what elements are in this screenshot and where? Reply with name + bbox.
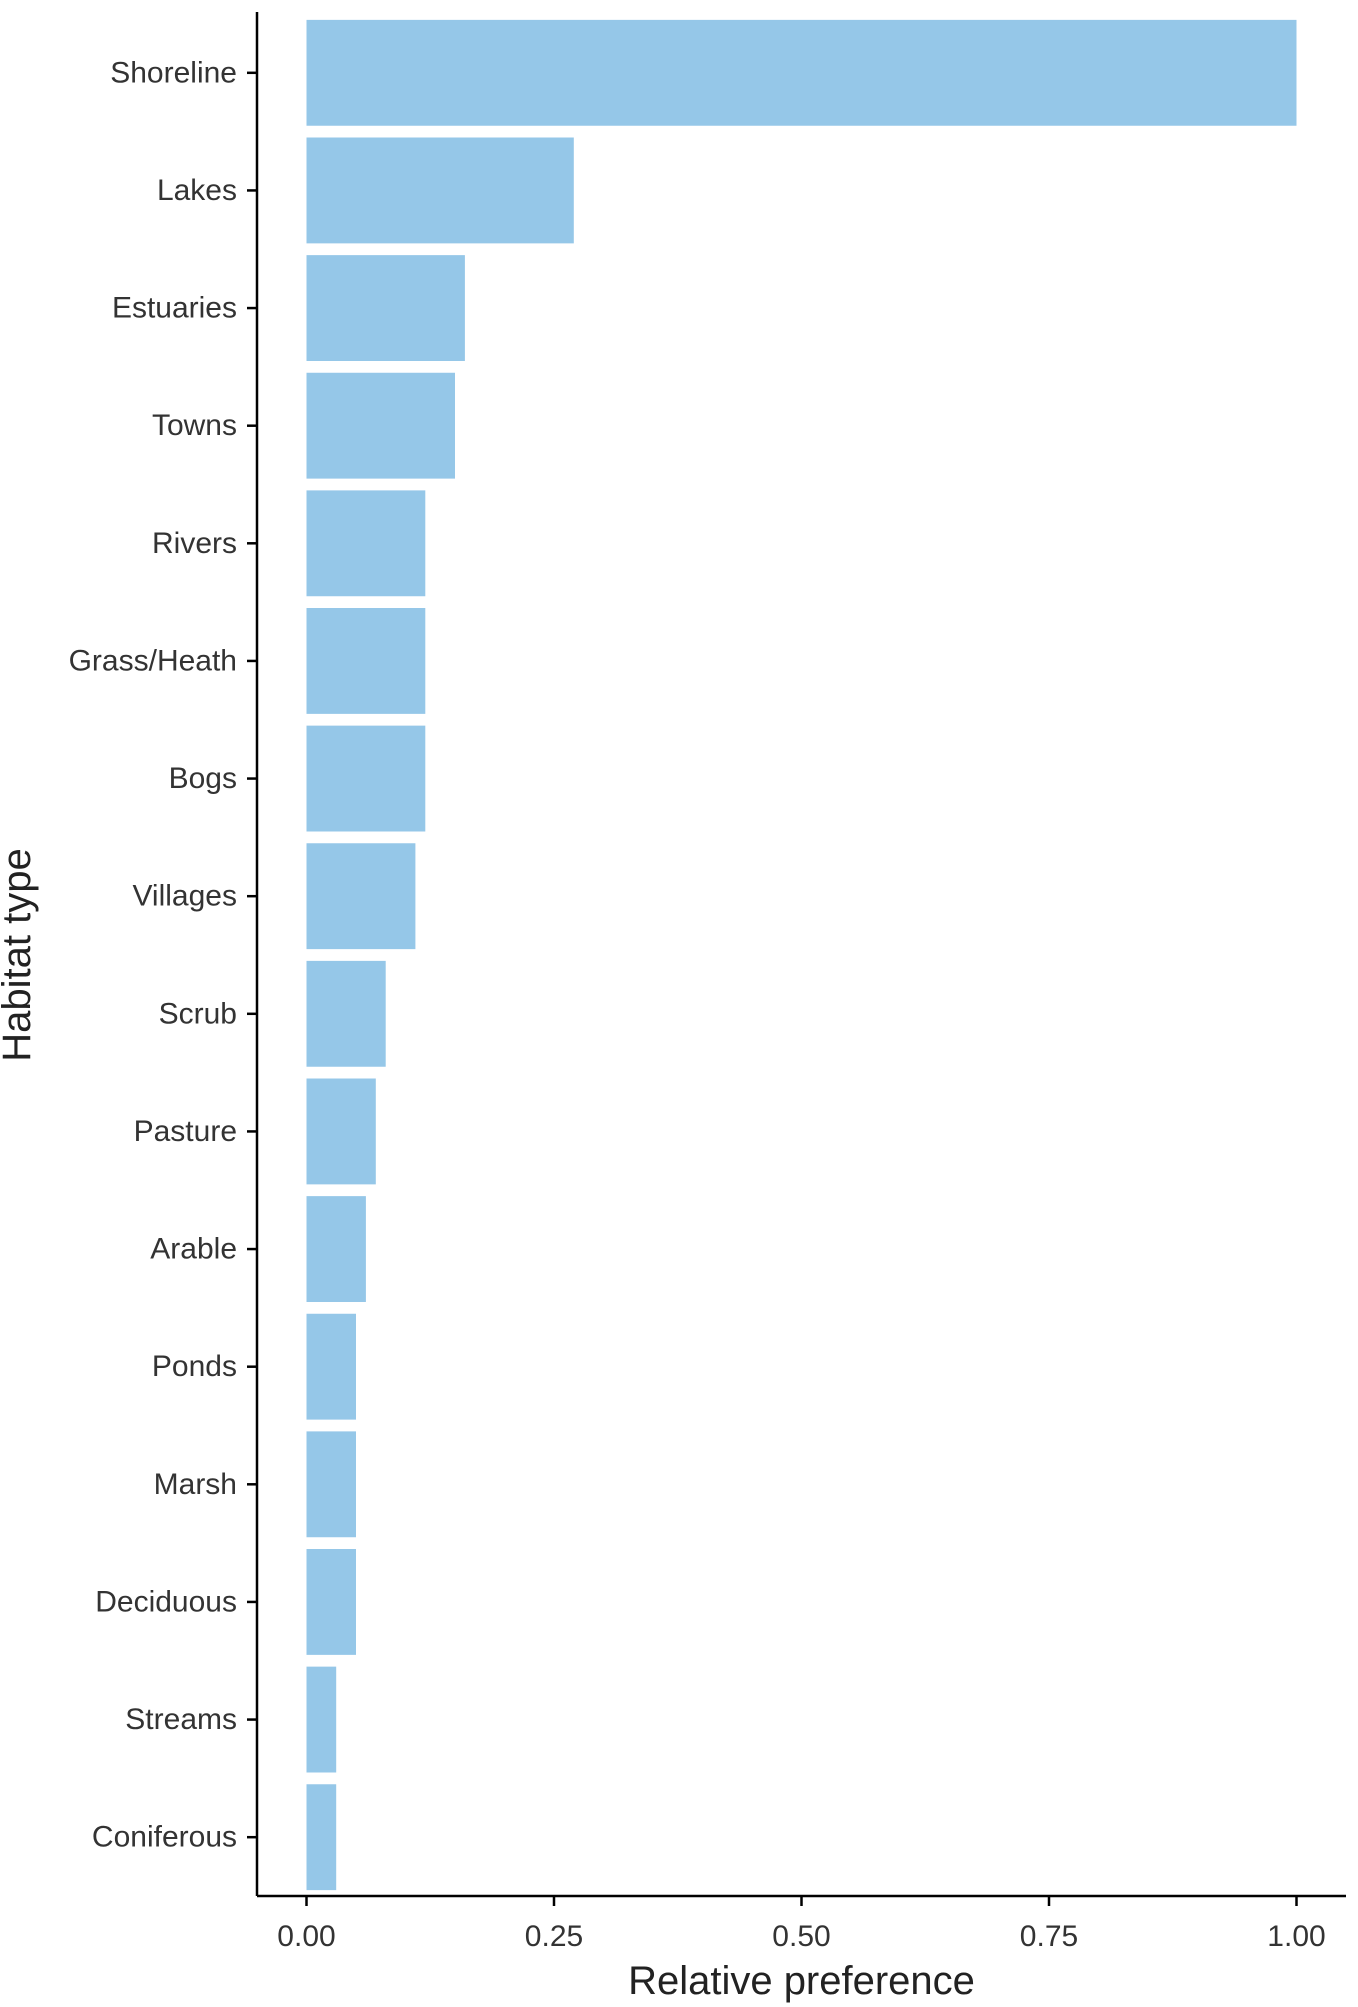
- bar-arable: [306, 1196, 366, 1302]
- bar-pasture: [306, 1078, 376, 1185]
- x-tick-label: 0.00: [277, 1920, 335, 1953]
- bar-lakes: [306, 137, 574, 244]
- y-axis-ticks: Shoreline Lakes Estuaries Towns Rivers Grass/…: [69, 56, 257, 1854]
- y-tick-label: Rivers: [152, 527, 237, 560]
- y-tick-label: Marsh: [154, 1468, 237, 1501]
- bar-villages: [306, 843, 416, 950]
- y-tick-label: Villages: [132, 880, 237, 913]
- bar-marsh: [306, 1431, 356, 1538]
- bar-streams: [306, 1666, 337, 1773]
- y-tick-label: Shoreline: [110, 56, 237, 89]
- bar-shoreline: [306, 19, 1297, 126]
- y-tick-label: Pasture: [134, 1115, 237, 1148]
- y-axis-title: Habitat type: [0, 848, 39, 1061]
- y-tick-label: Scrub: [159, 997, 237, 1030]
- x-tick-label: 1.00: [1267, 1920, 1325, 1953]
- y-tick-label: Arable: [150, 1233, 237, 1266]
- bar-coniferous: [306, 1784, 337, 1891]
- y-tick-label: Coniferous: [92, 1821, 237, 1854]
- x-tick-label: 0.25: [525, 1920, 583, 1953]
- bars-layer: [306, 19, 1297, 1891]
- y-tick-label: Bogs: [169, 762, 237, 795]
- bar-deciduous: [306, 1549, 356, 1655]
- y-tick-label: Deciduous: [95, 1585, 237, 1618]
- y-tick-label: Lakes: [157, 174, 237, 207]
- y-tick-label: Towns: [152, 409, 237, 442]
- bar-towns: [306, 372, 455, 479]
- y-tick-label: Streams: [125, 1703, 237, 1736]
- bar-ponds: [306, 1313, 356, 1420]
- y-tick-label: Ponds: [152, 1350, 237, 1383]
- bar-scrub: [306, 960, 386, 1067]
- bar-grass-heath: [306, 608, 426, 714]
- x-axis-title: Relative preference: [628, 1959, 975, 2003]
- y-tick-label: Grass/Heath: [69, 644, 237, 677]
- x-tick-label: 0.50: [772, 1920, 830, 1953]
- x-tick-label: 0.75: [1020, 1920, 1078, 1953]
- bar-rivers: [306, 490, 426, 597]
- x-axis-ticks: 0.00 0.25 0.50 0.75 1.00: [277, 1896, 1326, 1953]
- bar-estuaries: [306, 255, 465, 361]
- y-tick-label: Estuaries: [112, 292, 237, 325]
- bar-bogs: [306, 725, 426, 832]
